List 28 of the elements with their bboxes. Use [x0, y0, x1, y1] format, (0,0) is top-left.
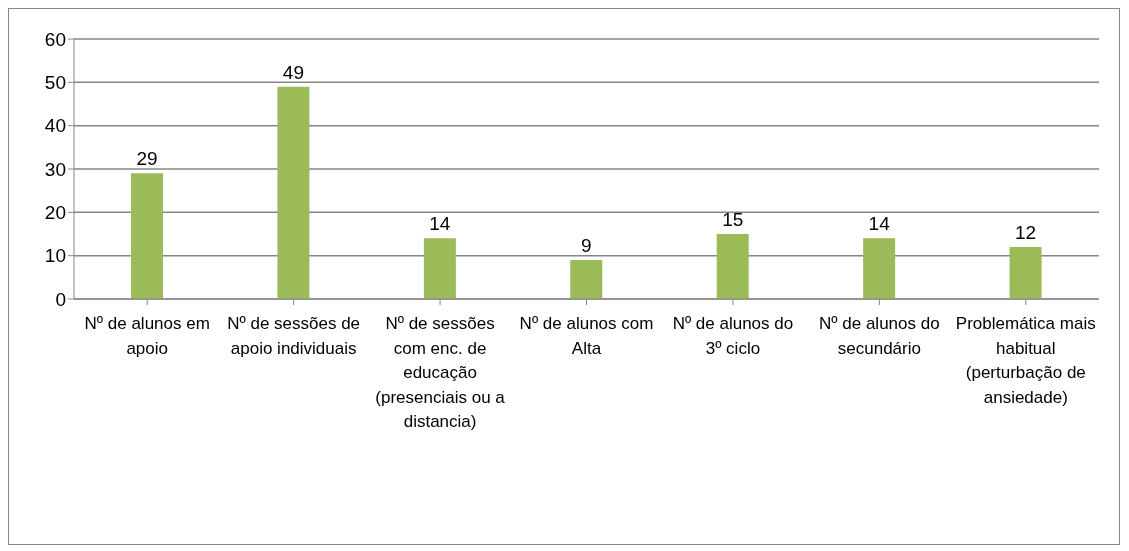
bar [863, 238, 896, 299]
y-tick-label: 50 [44, 72, 66, 94]
x-tick-label: Nº de alunos do 3º ciclo [672, 314, 794, 358]
x-tick-label: Nº de alunos em apoio [84, 314, 210, 358]
data-label: 49 [282, 61, 304, 83]
bar [423, 238, 456, 299]
x-tick-label: Nº de sessões de apoio individuais [227, 314, 361, 358]
x-tick-label: Nº de alunos do secundário [819, 314, 940, 358]
data-label: 12 [1015, 222, 1037, 243]
x-tick-label: Nº de alunos com Alta [519, 314, 654, 358]
y-tick-label: 40 [44, 115, 66, 137]
x-tick-label: Problemática mais habitual (perturbação de ansiedade) [955, 314, 1096, 407]
y-tick-label: 30 [44, 158, 66, 180]
data-label: 15 [722, 209, 744, 230]
y-tick-label: 10 [44, 245, 66, 267]
bar [716, 234, 749, 299]
bar [277, 86, 310, 299]
x-tick-label: Nº de sessões com enc. de educação (presenciais ou a distancia) [375, 314, 506, 431]
y-tick-label: 20 [44, 202, 66, 224]
bar [1009, 247, 1042, 299]
data-label: 9 [581, 235, 592, 256]
data-label: 14 [868, 213, 891, 235]
bar [131, 173, 163, 299]
data-label: 29 [136, 148, 158, 170]
y-tick-label: 0 [55, 288, 66, 310]
bar [570, 260, 603, 299]
y-tick-label: 60 [44, 28, 66, 50]
data-label: 14 [429, 213, 451, 235]
